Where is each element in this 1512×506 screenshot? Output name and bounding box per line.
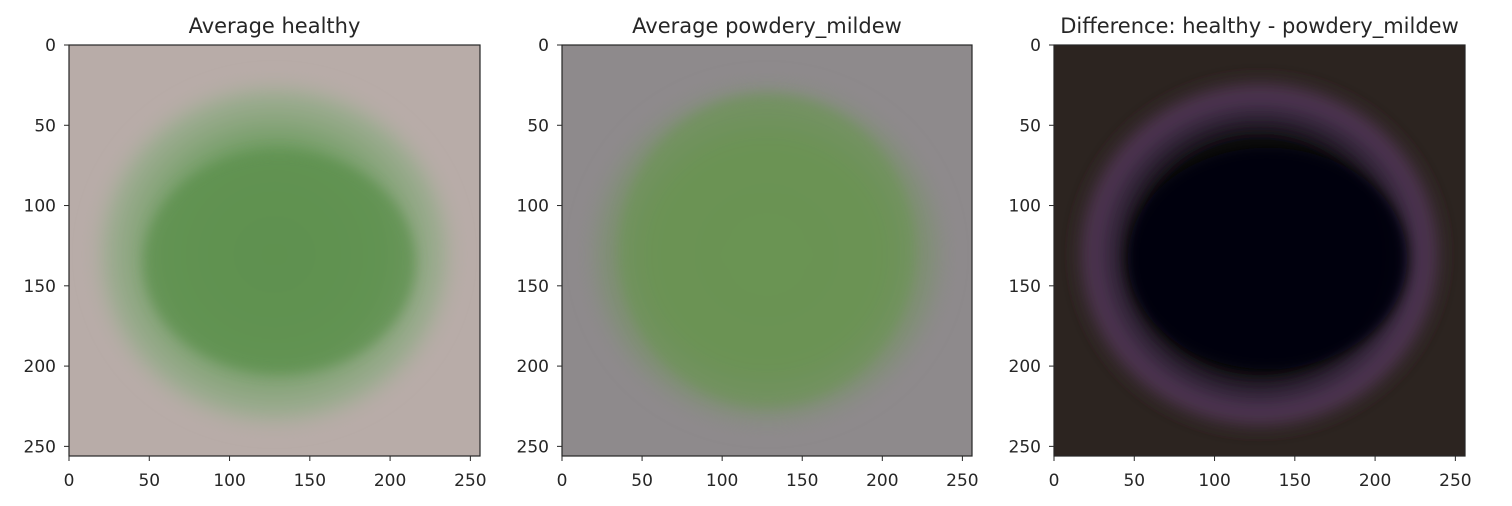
panel-title: Difference: healthy - powdery_mildew xyxy=(1060,14,1459,39)
x-tick-label: 200 xyxy=(1359,471,1391,491)
image-area xyxy=(1054,45,1465,456)
x-tick-label: 100 xyxy=(213,471,245,491)
y-tick-label: 150 xyxy=(1009,277,1041,297)
x-tick-label: 250 xyxy=(946,471,978,491)
x-tick-label: 200 xyxy=(866,471,898,491)
panel-title: Average powdery_mildew xyxy=(632,14,902,39)
image-area xyxy=(69,45,480,456)
x-tick-label: 0 xyxy=(1049,471,1060,491)
leaf-core xyxy=(619,94,915,407)
y-tick-label: 0 xyxy=(1030,36,1041,56)
x-tick-label: 100 xyxy=(706,471,738,491)
axes-frame xyxy=(68,44,481,457)
y-tick-label: 200 xyxy=(24,357,56,377)
y-tick-label: 250 xyxy=(1009,437,1041,457)
y-tick-label: 100 xyxy=(517,197,549,217)
x-tick-label: 250 xyxy=(1439,471,1471,491)
y-tick-label: 50 xyxy=(527,116,549,136)
panel-1: Average healthy 0 50 100 150 200 250 0 50 100 150 2… xyxy=(24,14,487,491)
x-tick-label: 200 xyxy=(374,471,406,491)
axes-frame xyxy=(1053,44,1466,457)
panel-3: Difference: healthy - powdery_mildew 0 50 1… xyxy=(1009,14,1472,491)
y-tick-label: 50 xyxy=(1019,116,1041,136)
leaf-core xyxy=(143,151,416,374)
y-tick-label: 150 xyxy=(24,277,56,297)
panel-2: Average powdery_mildew 0 50 100 150 200 250 0 50… xyxy=(517,14,979,491)
y-tick-label: 250 xyxy=(24,437,56,457)
x-tick-label: 50 xyxy=(631,471,653,491)
x-tick-label: 150 xyxy=(294,471,326,491)
x-tick-label: 0 xyxy=(64,471,75,491)
y-tick-label: 100 xyxy=(1009,197,1041,217)
image-area xyxy=(562,45,972,456)
y-tick-label: 0 xyxy=(45,36,56,56)
x-tick-label: 50 xyxy=(1123,471,1145,491)
y-tick-label: 250 xyxy=(517,437,549,457)
x-tick-label: 100 xyxy=(1198,471,1230,491)
y-tick-label: 150 xyxy=(517,277,549,297)
y-tick-label: 0 xyxy=(538,36,549,56)
x-tick-label: 250 xyxy=(454,471,486,491)
axes-frame xyxy=(561,44,973,457)
y-tick-label: 50 xyxy=(34,116,56,136)
x-tick-label: 150 xyxy=(786,471,818,491)
y-tick-label: 100 xyxy=(24,197,56,217)
x-tick-label: 50 xyxy=(138,471,160,491)
y-tick-label: 200 xyxy=(1009,357,1041,377)
x-tick-label: 150 xyxy=(1279,471,1311,491)
panel-title: Average healthy xyxy=(189,14,361,38)
y-tick-label: 200 xyxy=(517,357,549,377)
leaf-core xyxy=(1127,147,1408,370)
x-tick-label: 0 xyxy=(557,471,568,491)
